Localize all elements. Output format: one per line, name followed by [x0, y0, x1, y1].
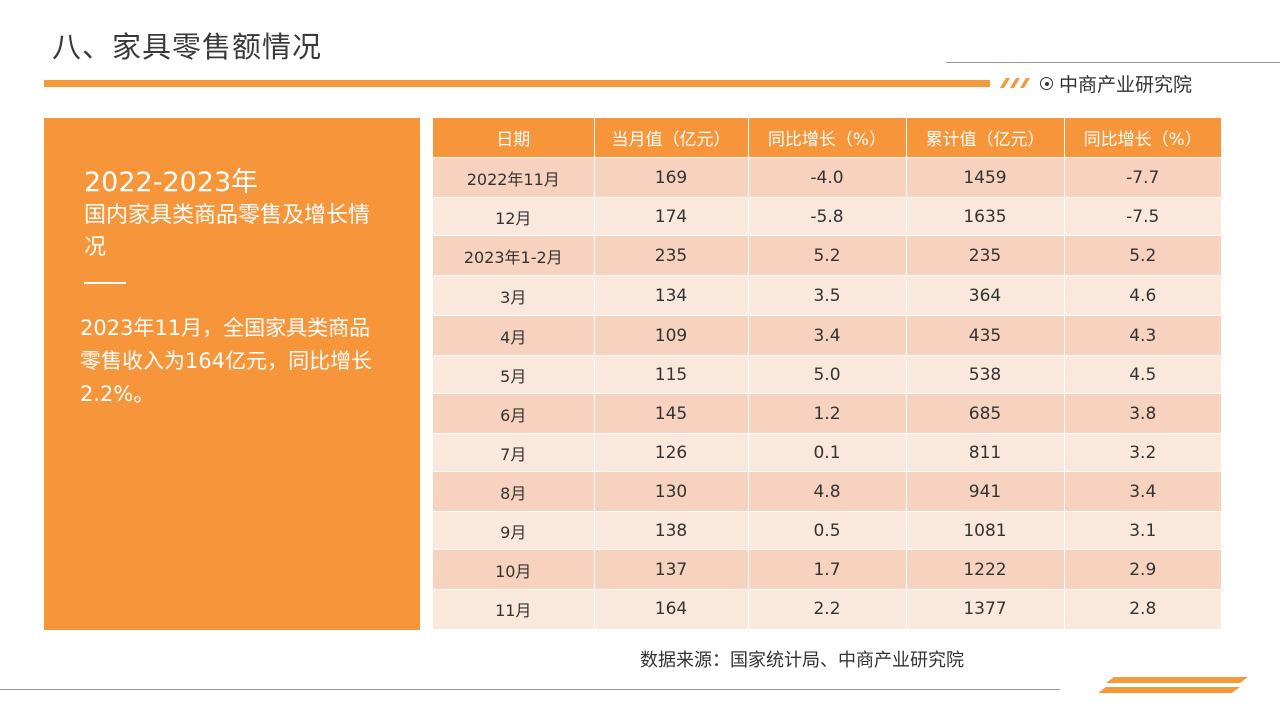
cell-monthly-growth: 0.1: [748, 433, 907, 472]
summary-subheading: 国内家具类商品零售及增长情况: [84, 203, 371, 260]
cell-monthly-value: 235: [594, 235, 749, 276]
data-source-note: 数据来源：国家统计局、中商产业研究院: [640, 650, 964, 671]
cell-date: 7月: [433, 433, 595, 472]
title-stripes-decoration: [1000, 78, 1030, 88]
cell-cumulative-value: 235: [906, 235, 1065, 276]
cell-date: 4月: [433, 315, 595, 356]
cell-cumulative-value: 1081: [906, 511, 1065, 550]
cell-monthly-growth: 1.2: [748, 393, 907, 434]
cell-monthly-growth: 0.5: [748, 511, 907, 550]
cell-cumulative-growth: 4.3: [1064, 315, 1221, 356]
cell-date: 5月: [433, 355, 595, 394]
table-row: 12月 174 -5.8 1635 -7.5: [433, 197, 1221, 236]
cell-monthly-growth: 4.8: [748, 471, 907, 512]
cell-monthly-growth: 5.2: [748, 235, 907, 276]
cell-monthly-value: 109: [594, 315, 749, 356]
cell-date: 12月: [433, 197, 595, 236]
cell-monthly-growth: -5.8: [748, 197, 907, 236]
brand-name: 中商产业研究院: [1059, 74, 1193, 96]
table-row: 11月 164 2.2 1377 2.8: [433, 589, 1221, 629]
brand-circle-icon: [1040, 77, 1053, 90]
column-header-date: 日期: [433, 118, 595, 158]
table-row: 9月 138 0.5 1081 3.1: [433, 511, 1221, 550]
cell-cumulative-value: 364: [906, 275, 1065, 316]
summary-panel: 2022-2023年 国内家具类商品零售及增长情况 2023年11月，全国家具类…: [44, 118, 420, 630]
cell-cumulative-value: 1635: [906, 197, 1065, 236]
table-row: 5月 115 5.0 538 4.5: [433, 355, 1221, 394]
table-row: 2023年1-2月 235 5.2 235 5.2: [433, 235, 1221, 276]
cell-monthly-growth: 3.5: [748, 275, 907, 316]
cell-cumulative-value: 1459: [906, 157, 1065, 198]
table-row: 4月 109 3.4 435 4.3: [433, 315, 1221, 356]
column-header-cumulative-value: 累计值（亿元）: [906, 118, 1065, 158]
furniture-retail-table: 日期 当月值（亿元） 同比增长（%） 累计值（亿元） 同比增长（%） 2022年…: [433, 118, 1221, 629]
cell-cumulative-growth: 4.6: [1064, 275, 1221, 316]
cell-date: 9月: [433, 511, 595, 550]
table-row: 6月 145 1.2 685 3.8: [433, 393, 1221, 434]
cell-cumulative-growth: 4.5: [1064, 355, 1221, 394]
cell-monthly-value: 174: [594, 197, 749, 236]
cell-monthly-value: 164: [594, 589, 749, 629]
cell-date: 3月: [433, 275, 595, 316]
table-row: 3月 134 3.5 364 4.6: [433, 275, 1221, 316]
cell-cumulative-value: 435: [906, 315, 1065, 356]
cell-cumulative-value: 811: [906, 433, 1065, 472]
column-header-cumulative-growth: 同比增长（%）: [1064, 118, 1221, 158]
cell-date: 11月: [433, 589, 595, 629]
cell-cumulative-growth: 5.2: [1064, 235, 1221, 276]
cell-date: 2022年11月: [433, 157, 595, 198]
cell-cumulative-value: 941: [906, 471, 1065, 512]
cell-monthly-value: 130: [594, 471, 749, 512]
cell-cumulative-growth: 2.9: [1064, 549, 1221, 590]
table-row: 2022年11月 169 -4.0 1459 -7.7: [433, 157, 1221, 198]
cell-monthly-growth: 1.7: [748, 549, 907, 590]
cell-monthly-value: 169: [594, 157, 749, 198]
cell-cumulative-growth: -7.7: [1064, 157, 1221, 198]
cell-monthly-growth: 5.0: [748, 355, 907, 394]
cell-monthly-value: 126: [594, 433, 749, 472]
table-row: 8月 130 4.8 941 3.4: [433, 471, 1221, 512]
cell-date: 2023年1-2月: [433, 235, 595, 276]
cell-date: 10月: [433, 549, 595, 590]
cell-date: 8月: [433, 471, 595, 512]
cell-monthly-value: 115: [594, 355, 749, 394]
cell-cumulative-growth: 3.8: [1064, 393, 1221, 434]
cell-monthly-value: 138: [594, 511, 749, 550]
cell-cumulative-value: 1377: [906, 589, 1065, 629]
cell-cumulative-growth: -7.5: [1064, 197, 1221, 236]
page-title: 八、家具零售额情况: [52, 30, 323, 64]
cell-cumulative-growth: 2.8: [1064, 589, 1221, 629]
footer-stripes-decoration: [1098, 677, 1248, 693]
footer-divider-line: [0, 689, 1060, 690]
cell-monthly-value: 134: [594, 275, 749, 316]
title-divider-line: [946, 62, 1280, 63]
cell-cumulative-growth: 3.4: [1064, 471, 1221, 512]
table-header-row: 日期 当月值（亿元） 同比增长（%） 累计值（亿元） 同比增长（%）: [433, 118, 1221, 158]
brand-logo: 中商产业研究院: [1040, 70, 1192, 97]
table-row: 7月 126 0.1 811 3.2: [433, 433, 1221, 472]
column-header-monthly-growth: 同比增长（%）: [748, 118, 907, 158]
summary-divider: [84, 282, 126, 284]
cell-monthly-value: 137: [594, 549, 749, 590]
cell-cumulative-growth: 3.1: [1064, 511, 1221, 550]
cell-cumulative-value: 685: [906, 393, 1065, 434]
cell-monthly-growth: 2.2: [748, 589, 907, 629]
cell-monthly-growth: -4.0: [748, 157, 907, 198]
cell-cumulative-growth: 3.2: [1064, 433, 1221, 472]
summary-heading: 2022-2023年: [84, 167, 259, 198]
cell-cumulative-value: 1222: [906, 549, 1065, 590]
summary-body: 2023年11月，全国家具类商品零售收入为164亿元，同比增长2.2%。: [80, 316, 373, 406]
column-header-monthly-value: 当月值（亿元）: [594, 118, 749, 158]
table-row: 10月 137 1.7 1222 2.9: [433, 549, 1221, 590]
cell-date: 6月: [433, 393, 595, 434]
cell-monthly-value: 145: [594, 393, 749, 434]
cell-monthly-growth: 3.4: [748, 315, 907, 356]
cell-cumulative-value: 538: [906, 355, 1065, 394]
title-accent-bar: [44, 80, 990, 87]
